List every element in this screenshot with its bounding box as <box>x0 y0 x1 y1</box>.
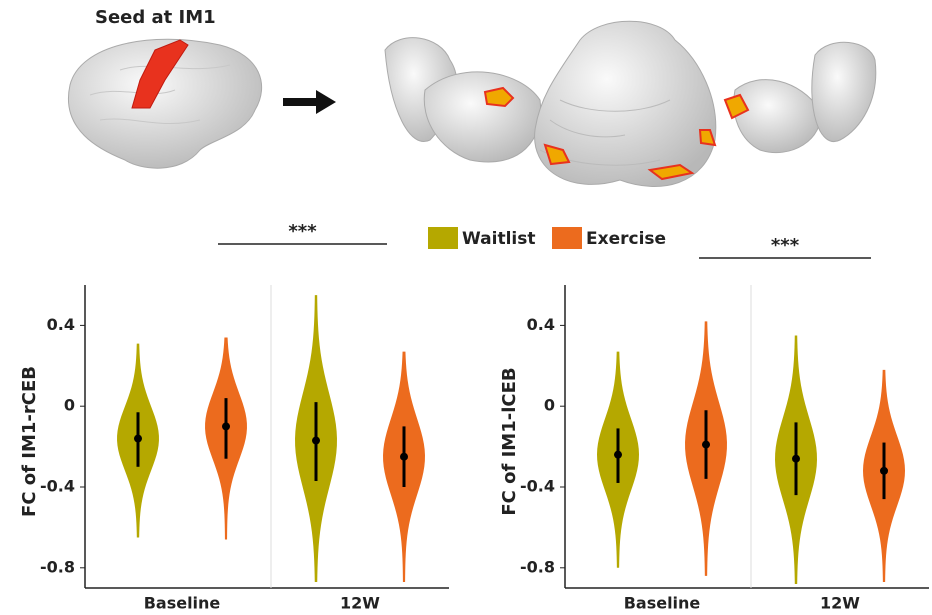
y-tick-label: -0.4 <box>520 477 555 496</box>
y-tick-label: 0 <box>64 396 75 415</box>
header-title: Seed at IM1 <box>95 7 216 28</box>
legend-swatch <box>428 227 458 249</box>
y-axis-label: FC of IM1-rCEB <box>19 366 40 517</box>
median-dot <box>614 451 622 459</box>
brain-image: Seed at IM1 <box>68 7 261 168</box>
y-axis-label: FC of IM1-lCEB <box>499 367 520 515</box>
median-dot <box>222 422 230 430</box>
legend-swatch <box>552 227 582 249</box>
significance-label: *** <box>288 221 317 242</box>
x-tick-label: Baseline <box>144 594 221 613</box>
y-tick-label: -0.8 <box>520 557 555 576</box>
legend-label: Exercise <box>586 229 666 249</box>
median-dot <box>702 441 710 449</box>
x-tick-label: 12W <box>340 594 380 613</box>
cerebellum-image <box>385 21 876 186</box>
median-dot <box>400 453 408 461</box>
x-tick-label: Baseline <box>624 594 701 613</box>
median-dot <box>312 437 320 445</box>
legend-label: Waitlist <box>462 229 535 249</box>
y-tick-label: 0 <box>544 396 555 415</box>
significance-label: *** <box>771 235 800 256</box>
median-dot <box>792 455 800 463</box>
arrow <box>283 90 336 114</box>
x-tick-label: 12W <box>820 594 860 613</box>
y-tick-label: 0.4 <box>527 315 555 334</box>
median-dot <box>880 467 888 475</box>
page: Seed at IM1 Waitlist Exercise -0.8 -0.4 0 0.4… <box>0 0 932 615</box>
figure: Seed at IM1 Waitlist Exercise -0.8 -0.4 0 0.4… <box>0 0 932 615</box>
y-tick-label: 0.4 <box>47 315 75 334</box>
y-tick-label: -0.4 <box>40 477 75 496</box>
median-dot <box>134 435 142 443</box>
y-tick-label: -0.8 <box>40 557 75 576</box>
